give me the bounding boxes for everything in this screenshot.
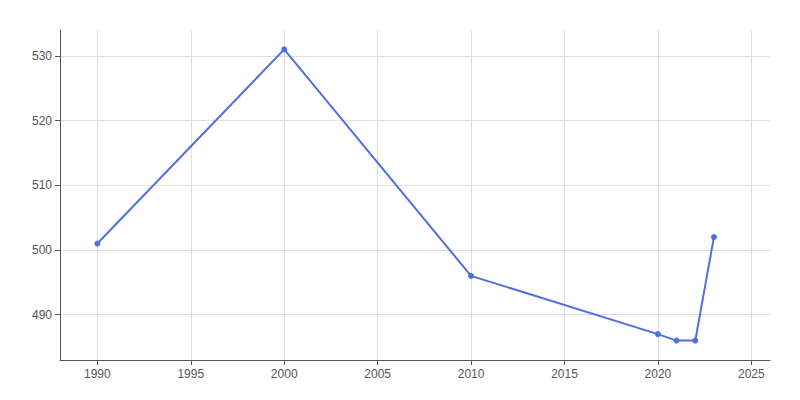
svg-text:500: 500 — [32, 243, 52, 257]
svg-text:530: 530 — [32, 49, 52, 63]
svg-text:510: 510 — [32, 178, 52, 192]
svg-text:2005: 2005 — [364, 367, 391, 381]
svg-text:1995: 1995 — [177, 367, 204, 381]
svg-text:1990: 1990 — [84, 367, 111, 381]
svg-text:520: 520 — [32, 114, 52, 128]
svg-text:2015: 2015 — [551, 367, 578, 381]
svg-text:2025: 2025 — [738, 367, 765, 381]
svg-text:490: 490 — [32, 308, 52, 322]
svg-text:2020: 2020 — [645, 367, 672, 381]
svg-text:2010: 2010 — [458, 367, 485, 381]
svg-text:2000: 2000 — [271, 367, 298, 381]
